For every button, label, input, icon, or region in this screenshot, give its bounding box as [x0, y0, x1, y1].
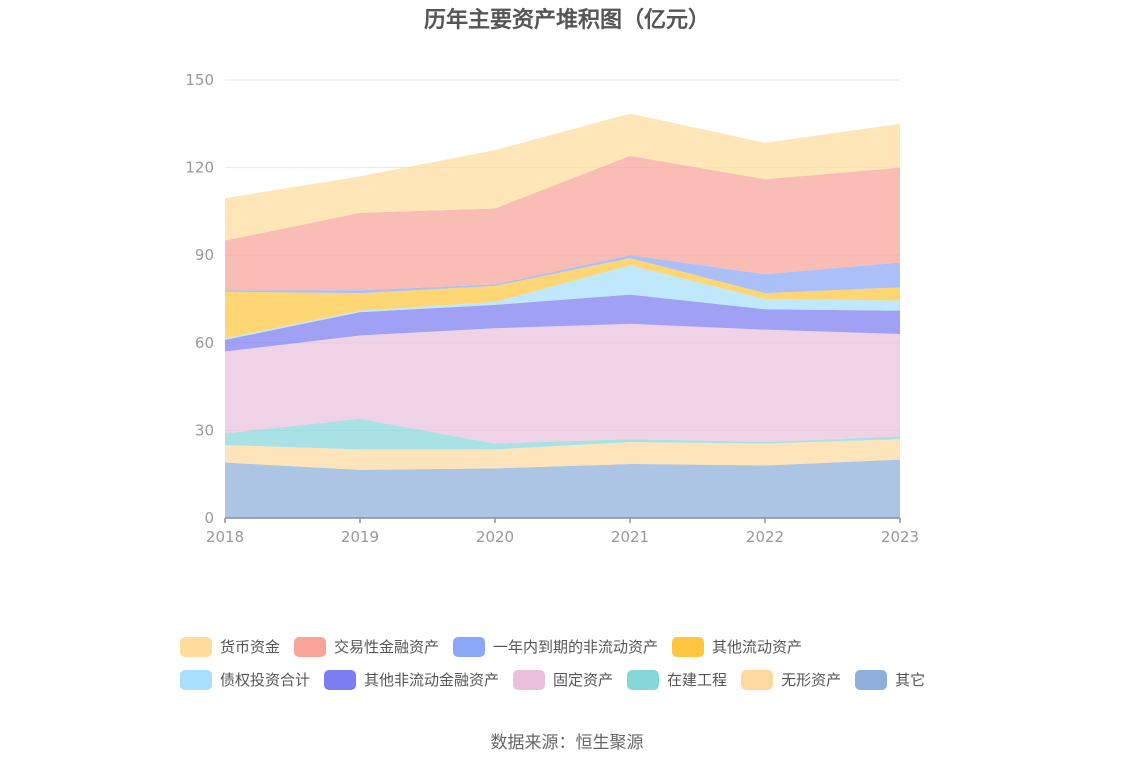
- legend-swatch: [672, 636, 705, 657]
- legend-label: 货币资金: [220, 638, 281, 656]
- legend-item[interactable]: 无形资产: [741, 669, 841, 690]
- source-text: 数据来源：恒生聚源: [490, 733, 644, 753]
- legend-swatch: [513, 669, 546, 690]
- legend-label: 无形资产: [781, 671, 842, 689]
- x-tick-label: 2022: [746, 528, 784, 546]
- area-series-8: [225, 255, 900, 294]
- chart-title: 历年主要资产堆积图（亿元）: [423, 8, 710, 33]
- area-series-7: [225, 258, 900, 339]
- y-tick-label: 90: [195, 246, 214, 264]
- legend-item[interactable]: 其它: [855, 669, 925, 690]
- legend-label: 其它: [895, 671, 926, 689]
- legend-swatch: [180, 636, 212, 657]
- legend-label: 债权投资合计: [220, 671, 311, 689]
- legend-swatch: [324, 669, 357, 690]
- x-tick-label: 2023: [881, 528, 919, 546]
- legend-swatch: [180, 669, 212, 690]
- legend-label: 一年内到期的非流动资产: [493, 638, 659, 656]
- area-series-3: [225, 418, 900, 450]
- y-tick-label: 120: [185, 159, 214, 177]
- x-tick-label: 2021: [611, 528, 649, 546]
- y-tick-label: 0: [204, 509, 214, 527]
- x-tick-label: 2018: [206, 528, 244, 546]
- legend-label: 其他流动资产: [712, 638, 803, 656]
- x-tick-label: 2020: [476, 528, 514, 546]
- legend-swatch: [741, 669, 774, 690]
- legend-swatch: [855, 669, 888, 690]
- stacked-area-chart: 0 30 60 90 120 150 2018 2019 2020 2021 2022 2023: [185, 71, 919, 546]
- area-series-5: [225, 294, 900, 352]
- area-series: [225, 113, 900, 518]
- y-tick-label: 60: [195, 334, 214, 352]
- y-tick-label: 30: [195, 421, 214, 439]
- legend-row: 债权投资合计 其他非流动金融资产 固定资产 在建工程 无形资产 其它: [180, 663, 1000, 696]
- legend-item[interactable]: 其他流动资产: [672, 636, 802, 657]
- legend-item[interactable]: 在建工程: [627, 669, 727, 690]
- legend-swatch: [294, 636, 327, 657]
- legend-item[interactable]: 交易性金融资产: [294, 636, 439, 657]
- legend-label: 固定资产: [553, 671, 614, 689]
- area-series-1: [225, 459, 900, 518]
- legend-label: 在建工程: [667, 671, 728, 689]
- legend-item[interactable]: 其他非流动金融资产: [324, 669, 499, 690]
- axes: 0 30 60 90 120 150 2018 2019 2020 2021 2022 2023: [185, 71, 919, 546]
- y-tick-label: 150: [185, 71, 214, 89]
- legend: 货币资金 交易性金融资产 一年内到期的非流动资产 其他流动资产 债权投资合计 其他非流动…: [180, 630, 1000, 696]
- legend-swatch: [453, 636, 486, 657]
- legend-swatch: [627, 669, 660, 690]
- area-series-4: [225, 323, 900, 444]
- legend-item[interactable]: 货币资金: [180, 636, 280, 657]
- area-series-2: [225, 439, 900, 470]
- legend-item[interactable]: 一年内到期的非流动资产: [453, 636, 658, 657]
- legend-item[interactable]: 债权投资合计: [180, 669, 310, 690]
- area-series-6: [225, 265, 900, 340]
- area-series-10: [225, 113, 900, 241]
- legend-label: 交易性金融资产: [334, 638, 440, 656]
- legend-label: 其他非流动金融资产: [364, 671, 500, 689]
- x-tick-label: 2019: [341, 528, 379, 546]
- legend-item[interactable]: 固定资产: [513, 669, 613, 690]
- area-series-9: [225, 155, 900, 291]
- legend-row: 货币资金 交易性金融资产 一年内到期的非流动资产 其他流动资产: [180, 630, 1000, 663]
